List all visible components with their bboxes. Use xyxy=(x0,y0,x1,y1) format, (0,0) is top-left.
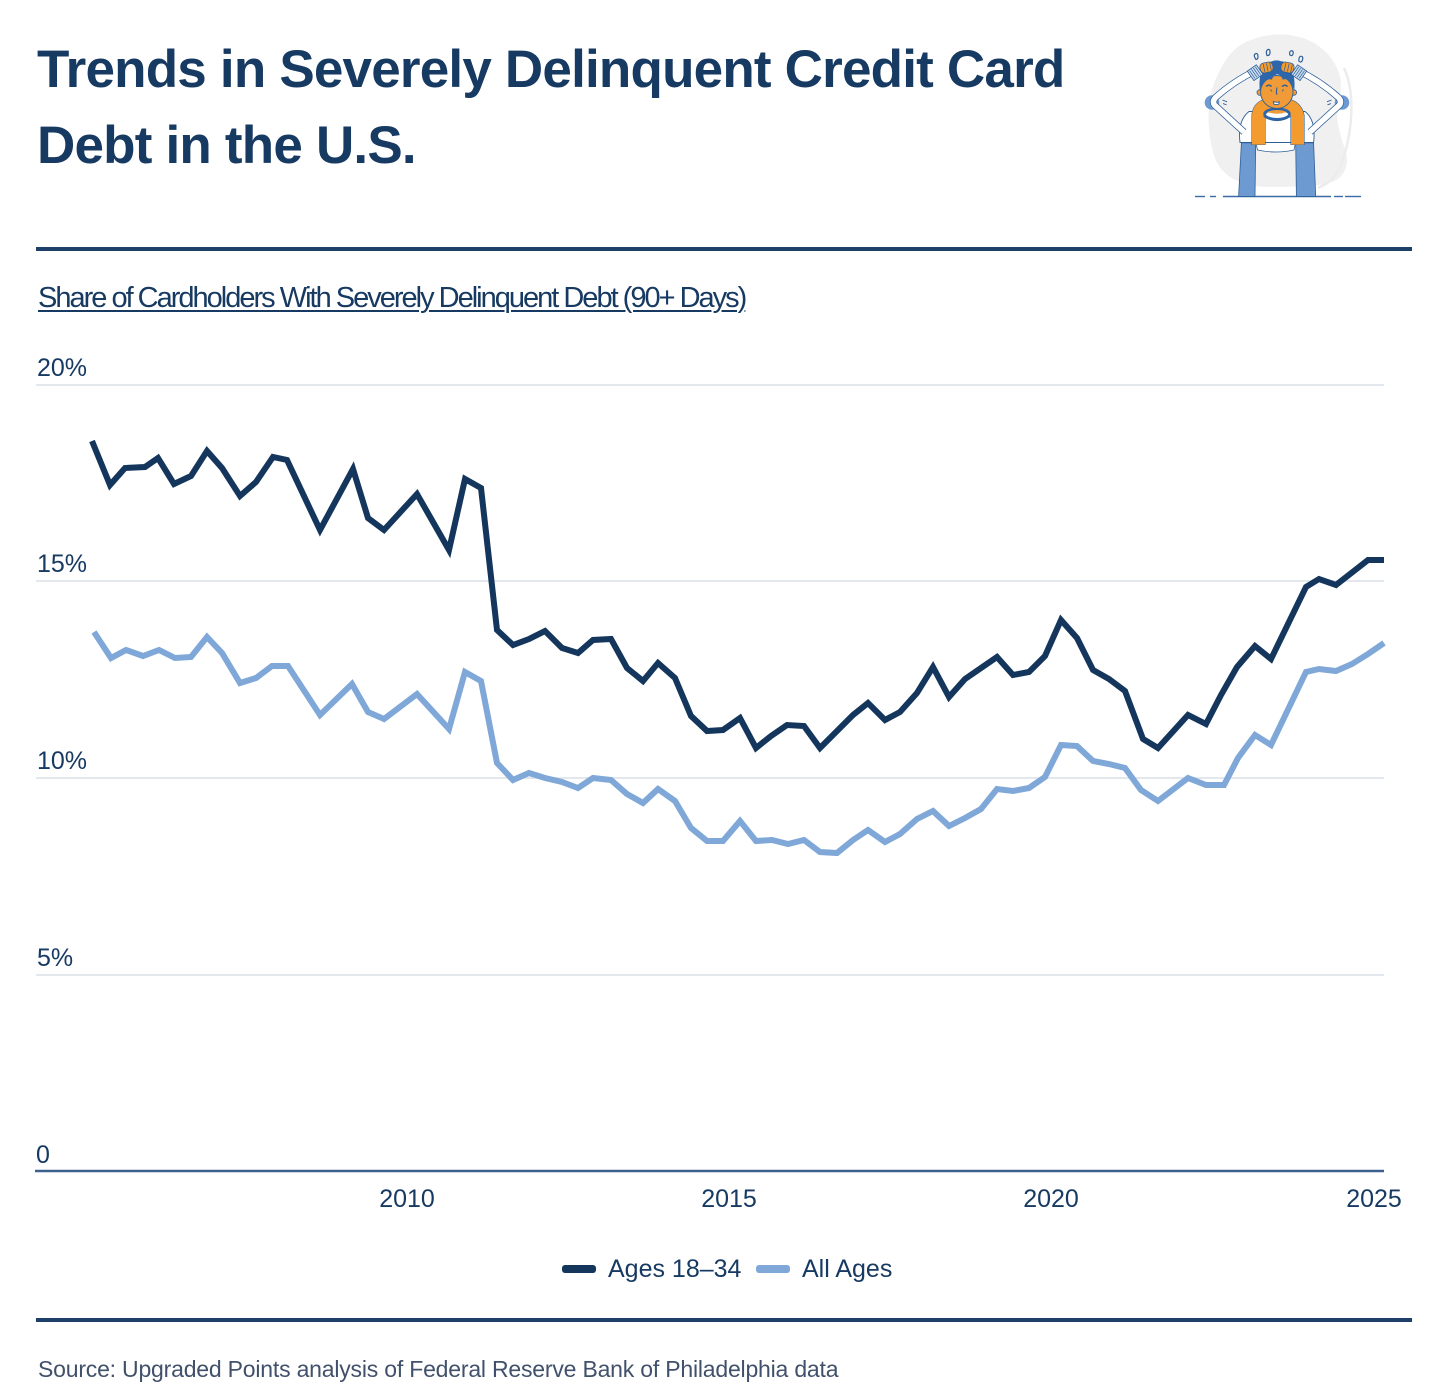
svg-text:All Ages: All Ages xyxy=(802,1255,892,1283)
svg-text:2020: 2020 xyxy=(1023,1185,1079,1213)
svg-text:0: 0 xyxy=(36,1141,50,1169)
svg-text:10%: 10% xyxy=(37,747,87,775)
svg-text:2015: 2015 xyxy=(701,1185,757,1213)
svg-text:Ages 18–34: Ages 18–34 xyxy=(608,1255,742,1283)
svg-text:5%: 5% xyxy=(37,944,73,972)
svg-text:2010: 2010 xyxy=(379,1185,435,1213)
svg-text:2025: 2025 xyxy=(1346,1185,1402,1213)
svg-text:20%: 20% xyxy=(37,354,87,382)
svg-text:15%: 15% xyxy=(37,550,87,578)
